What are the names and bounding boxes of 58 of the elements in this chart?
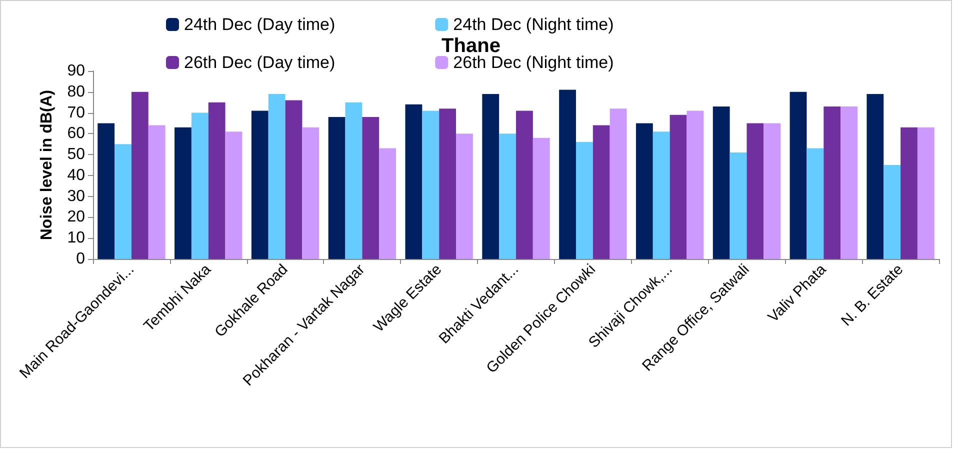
bar [439,108,456,259]
bar [900,127,918,259]
bar [516,110,533,259]
bar [456,134,473,259]
legend-label: 26th Dec (Day time) [184,53,336,72]
y-tick-label: 20 [67,208,86,226]
bar [866,94,884,259]
bar [746,123,764,259]
y-axis-title: Noise level in dB(A) [38,90,56,240]
bar [405,104,422,259]
bar [148,125,166,259]
bar [328,116,346,259]
bar [917,127,934,259]
bar [592,125,610,259]
legend-label: 24th Dec (Night time) [453,15,614,34]
bar [610,108,627,259]
bar [362,116,380,259]
bar [806,148,824,259]
bar [576,142,593,259]
bar [174,127,192,259]
y-tick-label: 10 [67,230,86,247]
y-tick-label: 80 [67,83,86,100]
y-tick-label: 60 [67,125,86,142]
bar [532,138,550,259]
bar [131,92,148,259]
bar [208,102,226,259]
bar [686,110,704,259]
y-tick-label: 40 [67,166,86,184]
bar [191,112,208,259]
y-tick-label: 30 [67,188,86,205]
bar [712,106,730,259]
bar [251,110,268,259]
y-tick-label: 0 [76,250,86,268]
bar [652,132,670,259]
bar [824,106,841,259]
bar [482,94,500,259]
bar [422,110,440,259]
bar [670,114,687,259]
y-tick-label: 90 [67,62,86,80]
y-tick-label: 50 [67,146,86,164]
bar [225,132,242,259]
bar [840,106,858,259]
bar [730,152,747,259]
bar [285,100,302,259]
bar [302,127,320,259]
bar [98,123,115,259]
bar [499,134,516,259]
bar [884,165,901,259]
bar [379,148,396,259]
y-tick-label: 70 [67,104,86,122]
bar [268,94,286,259]
bar [114,144,132,259]
bar [790,92,807,259]
bar [764,123,781,259]
legend-label: 24th Dec (Day time) [184,15,336,34]
bar [345,102,362,259]
bar [636,123,653,259]
bar [559,90,576,259]
